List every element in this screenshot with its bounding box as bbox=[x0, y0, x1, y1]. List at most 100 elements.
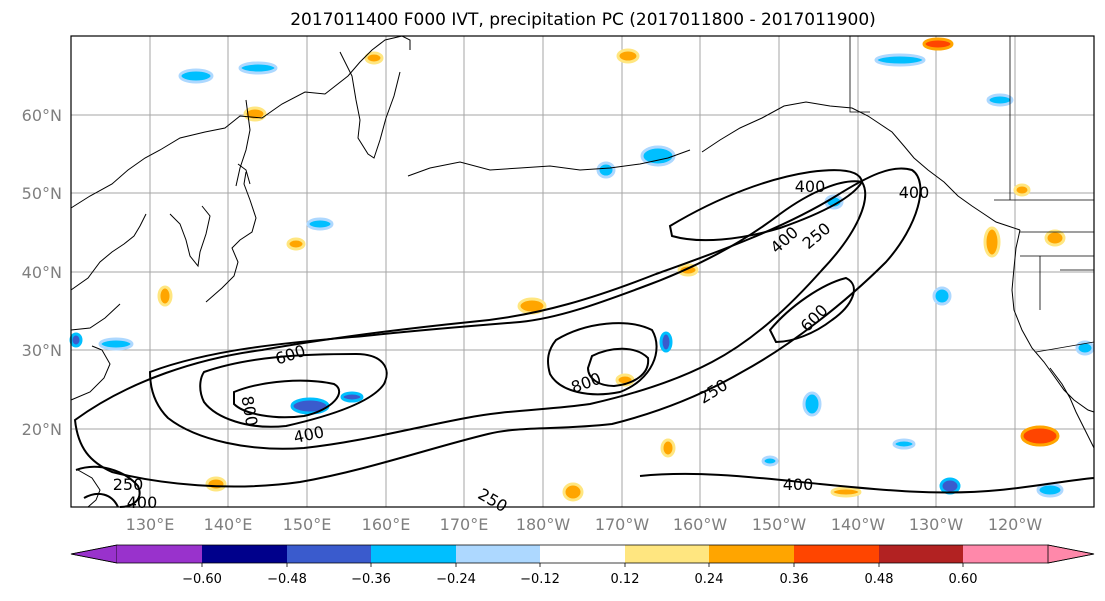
coastline-kamchatka bbox=[339, 51, 401, 159]
contour-label-400-top: 400 bbox=[795, 177, 826, 196]
precipitation-pc-field bbox=[69, 37, 1095, 502]
coastline-philippines bbox=[77, 469, 101, 508]
lon-label-130w: 130°W bbox=[909, 515, 964, 534]
colorbar-bin bbox=[709, 545, 794, 563]
colorbar-tick-labels: −0.60 −0.48 −0.36 −0.24 −0.12 0.12 0.24 … bbox=[182, 572, 977, 587]
contour-label-250-southwest: 250 bbox=[113, 475, 144, 494]
lat-label-20n: 20°N bbox=[22, 420, 62, 439]
precip-negative-patch bbox=[932, 286, 952, 306]
lat-label-40n: 40°N bbox=[22, 263, 62, 282]
colorbar-tick-label: −0.60 bbox=[182, 572, 222, 587]
precip-negative-patch bbox=[892, 438, 916, 450]
colorbar-extend-min bbox=[70, 544, 118, 564]
latitude-labels: 60°N 50°N 40°N 30°N 20°N bbox=[22, 106, 62, 439]
precip-negative-patch bbox=[306, 217, 334, 231]
precip-positive-patch bbox=[364, 51, 384, 65]
colorbar-bin bbox=[287, 545, 371, 563]
precip-negative-patch bbox=[596, 161, 616, 179]
precip-positive-patch bbox=[1044, 229, 1066, 247]
precip-negative-patch bbox=[69, 332, 83, 348]
precip-negative-patch bbox=[939, 477, 961, 495]
colorbar-bin bbox=[456, 545, 540, 563]
ivt-contour-250-southwest bbox=[75, 465, 141, 508]
lat-label-60n: 60°N bbox=[22, 106, 62, 125]
ivt-contour-400-south bbox=[639, 472, 1095, 494]
colorbar-outline bbox=[70, 544, 1095, 564]
precip-positive-patch bbox=[830, 486, 862, 498]
coastline-aleutians bbox=[407, 149, 691, 177]
figure-title: 2017011400 F000 IVT, precipitation PC (2… bbox=[290, 10, 876, 30]
colorbar-bin bbox=[540, 545, 625, 563]
alaska-canada-border bbox=[849, 36, 870, 113]
ivt-contour-800-east bbox=[586, 347, 650, 388]
ivt-contour-800 bbox=[233, 379, 341, 419]
ivt-contour-600 bbox=[199, 352, 388, 428]
precip-positive-patch bbox=[660, 438, 676, 458]
ivt-contour-400 bbox=[148, 180, 867, 450]
colorbar-bin bbox=[879, 545, 963, 563]
precip-positive-patch bbox=[983, 226, 1001, 258]
lon-label-170e: 170°E bbox=[440, 515, 489, 534]
contour-label-400-southeast: 400 bbox=[783, 475, 814, 494]
colorbar-bin bbox=[117, 545, 202, 563]
colorbar-tick-label: 0.12 bbox=[611, 572, 640, 587]
colorbar-extend-max bbox=[1047, 544, 1095, 564]
colorbar-tick-label: −0.48 bbox=[267, 572, 307, 587]
contour-label-400-bottom-left: 400 bbox=[127, 493, 158, 512]
colorbar-tick-label: 0.36 bbox=[780, 572, 809, 587]
precip-negative-patch bbox=[290, 397, 330, 415]
colorbar-bin bbox=[963, 545, 1048, 563]
precip-positive-patch bbox=[286, 237, 306, 251]
ivt-contour-250 bbox=[73, 167, 922, 488]
us-mexico-border bbox=[1035, 341, 1095, 353]
coastline-korea bbox=[169, 205, 211, 268]
precip-negative-patch bbox=[238, 61, 278, 75]
map-frame bbox=[70, 35, 1095, 508]
colorbar-tick-label: 0.48 bbox=[865, 572, 894, 587]
precip-positive-patch bbox=[922, 37, 954, 51]
lat-label-30n: 30°N bbox=[22, 341, 62, 360]
precip-negative-patch bbox=[874, 53, 926, 67]
coastline-alaska bbox=[701, 101, 1021, 231]
us-state-borders bbox=[1020, 231, 1094, 310]
coastline-asia bbox=[70, 35, 411, 401]
lon-label-130e: 130°E bbox=[126, 515, 175, 534]
ivt-contours bbox=[73, 167, 1095, 508]
precip-positive-patch bbox=[562, 482, 584, 502]
contour-label-400-coast: 400 bbox=[899, 183, 930, 202]
precip-negative-patch bbox=[340, 391, 364, 403]
lon-label-150e: 150°E bbox=[283, 515, 332, 534]
ivt-contour-400-northeast bbox=[668, 169, 864, 242]
coastlines bbox=[70, 35, 1095, 508]
lon-label-160w: 160°W bbox=[673, 515, 728, 534]
precip-negative-patch bbox=[986, 93, 1014, 107]
precip-positive-patch bbox=[157, 285, 173, 307]
precip-negative-patch bbox=[761, 455, 779, 467]
precip-negative-patch bbox=[802, 391, 822, 417]
colorbar-tick-label: 0.60 bbox=[949, 572, 978, 587]
lon-label-170w: 170°W bbox=[595, 515, 650, 534]
precip-negative-patch bbox=[1075, 340, 1095, 356]
map-panel: 600 800 400 800 250 250 400 400 250 400 … bbox=[69, 35, 1095, 516]
precip-negative-patch bbox=[98, 337, 134, 351]
precip-positive-patch bbox=[205, 476, 227, 492]
precip-positive-patch bbox=[1020, 425, 1060, 447]
colorbar-tick-label: −0.12 bbox=[520, 572, 560, 587]
colorbar-bin bbox=[625, 545, 709, 563]
colorbar-bin bbox=[794, 545, 879, 563]
precip-negative-patch bbox=[178, 68, 214, 84]
precip-negative-patch bbox=[659, 331, 673, 353]
lon-label-120w: 120°W bbox=[988, 515, 1043, 534]
precip-positive-patch bbox=[677, 263, 699, 277]
colorbar: −0.60 −0.48 −0.36 −0.24 −0.12 0.12 0.24 … bbox=[70, 544, 1095, 587]
lon-label-160e: 160°E bbox=[362, 515, 411, 534]
precip-positive-patch bbox=[1013, 183, 1031, 197]
coastline-mexico bbox=[1049, 367, 1095, 449]
colorbar-tick-label: −0.24 bbox=[436, 572, 476, 587]
coastline-north-america-west bbox=[1011, 229, 1095, 413]
ivt-contour-600-gulf bbox=[768, 276, 855, 344]
lat-label-50n: 50°N bbox=[22, 184, 62, 203]
ivt-contour-600-east bbox=[547, 322, 658, 396]
political-borders bbox=[849, 36, 1095, 353]
longitude-labels: 130°E 140°E 150°E 160°E 170°E 180°W 170°… bbox=[126, 515, 1043, 534]
